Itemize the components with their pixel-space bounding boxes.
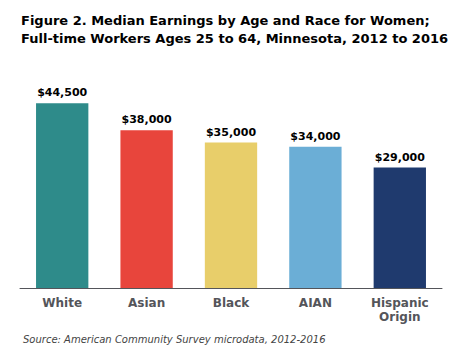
svg-text:Hispanic: Hispanic [371, 296, 429, 310]
svg-text:White: White [42, 296, 82, 310]
svg-text:AIAN: AIAN [299, 296, 332, 310]
svg-text:Black: Black [213, 296, 250, 310]
svg-text:$35,000: $35,000 [206, 126, 256, 139]
svg-text:$44,500: $44,500 [37, 86, 87, 99]
svg-text:Figure 2. Median Earnings by A: Figure 2. Median Earnings by Age and Rac… [21, 13, 430, 28]
svg-text:$38,000: $38,000 [122, 113, 172, 126]
svg-text:Full-time Workers Ages 25 to 6: Full-time Workers Ages 25 to 64, Minneso… [21, 31, 448, 46]
svg-text:Source: American Community Sur: Source: American Community Survey microd… [23, 334, 326, 345]
svg-text:Asian: Asian [128, 296, 165, 310]
svg-text:$34,000: $34,000 [290, 130, 340, 143]
svg-text:Origin: Origin [379, 310, 420, 324]
svg-text:$29,000: $29,000 [375, 151, 425, 164]
